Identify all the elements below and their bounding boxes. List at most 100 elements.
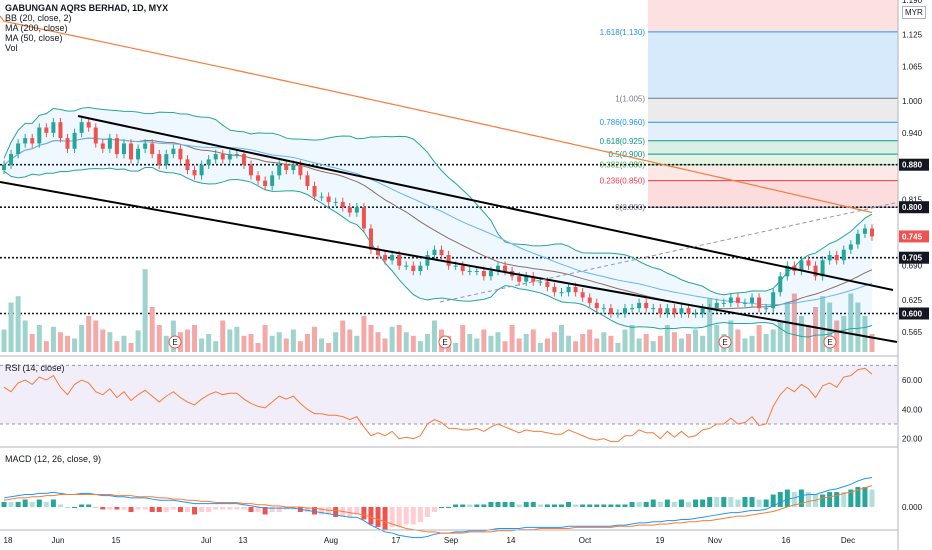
macd-histogram-bar xyxy=(834,492,840,507)
volume-bar xyxy=(142,269,148,352)
volume-bar xyxy=(121,335,127,352)
fib-zone xyxy=(648,0,898,32)
volume-bar xyxy=(678,338,684,352)
candle-body xyxy=(44,127,49,133)
volume-bar xyxy=(326,343,332,352)
candle-body xyxy=(234,154,239,156)
macd-histogram-bar xyxy=(29,502,35,507)
price-tag-box xyxy=(899,158,929,171)
volume-bar xyxy=(213,341,219,352)
macd-histogram-bar xyxy=(22,499,28,507)
rsi-tick-label: 20.00 xyxy=(902,435,923,444)
macd-histogram-bar xyxy=(608,504,614,507)
candle-body xyxy=(742,302,747,304)
macd-histogram-bar xyxy=(714,497,720,507)
fib-level-label: 0.618(0.925) xyxy=(600,137,646,146)
macd-histogram-bar xyxy=(403,507,409,525)
fib-level-label: 0.382(0.880) xyxy=(600,161,646,170)
macd-histogram-bar xyxy=(728,497,734,507)
candle-body xyxy=(827,255,832,261)
candle-body xyxy=(735,297,740,303)
candle-body xyxy=(248,164,253,176)
fibonacci-extension[interactable]: 1.618(1.130) 1(1.005) 0.786(0.960) 0.618(0.… xyxy=(600,0,898,212)
volume-bar xyxy=(841,316,847,352)
volume-bar xyxy=(686,334,692,352)
candle-body xyxy=(637,302,642,309)
candle-body xyxy=(517,276,522,282)
fib-zone xyxy=(648,180,898,208)
drawn-trendlines[interactable] xyxy=(0,115,898,343)
candle-body xyxy=(841,249,846,261)
macd-histogram-bar xyxy=(742,497,748,507)
candle-body xyxy=(495,265,500,271)
macd-histogram-bar xyxy=(206,507,212,512)
macd-histogram-bar xyxy=(312,507,318,515)
volume-bar xyxy=(375,332,381,352)
volume-bar xyxy=(805,325,811,352)
candle-body xyxy=(750,297,755,303)
candle-body xyxy=(453,265,458,267)
rsi-legend[interactable]: RSI (14, close) xyxy=(5,363,65,373)
volume-bar xyxy=(460,325,466,352)
macd-histogram-bar xyxy=(460,504,466,507)
volume-bar xyxy=(424,334,430,352)
volume-bar xyxy=(15,296,21,352)
macd-histogram-bar xyxy=(86,504,92,507)
volume-bar xyxy=(431,320,437,352)
candle-body xyxy=(460,265,465,271)
candle-body xyxy=(848,244,853,250)
indicator-ma50[interactable]: MA (50, close) xyxy=(5,33,63,43)
macd-histogram-bar xyxy=(474,504,480,507)
price-tick-label: 1.065 xyxy=(902,62,923,71)
macd-legend[interactable]: MACD (12, 26, close, 9) xyxy=(5,454,102,464)
macd-histogram-bar xyxy=(389,507,395,527)
candle-body xyxy=(30,138,35,144)
volume-bar xyxy=(700,335,706,352)
macd-histogram-bar xyxy=(841,492,847,507)
volume-bar xyxy=(777,320,783,352)
volume-bar xyxy=(671,332,677,352)
indicator-vol[interactable]: Vol xyxy=(5,43,18,53)
time-tick-label: Dec xyxy=(841,536,855,545)
macd-histogram-bar xyxy=(629,502,635,507)
candle-body xyxy=(284,164,289,171)
time-tick-label: Jul xyxy=(201,536,211,545)
volume-bar xyxy=(65,335,71,352)
macd-histogram-bar xyxy=(523,502,529,507)
macd-signal-line xyxy=(3,484,873,534)
macd-histogram-bar xyxy=(107,507,113,510)
volume-bar xyxy=(93,320,99,352)
candle-body xyxy=(79,122,84,133)
candle-body xyxy=(559,292,564,294)
volume-bar xyxy=(276,332,282,352)
time-tick-label: Oct xyxy=(579,536,592,545)
macd-histogram-bar xyxy=(65,507,71,508)
candle-body xyxy=(806,260,811,266)
volume-bar xyxy=(862,316,868,352)
volume-bar xyxy=(29,334,35,352)
macd-histogram-bar xyxy=(220,507,226,510)
volume-bar xyxy=(290,329,296,352)
indicator-ma200[interactable]: MA (200, close) xyxy=(5,23,68,33)
time-tick-label: 14 xyxy=(507,536,516,545)
symbol-title[interactable]: GABUNGAN AQRS BERHAD, 1D, MYX xyxy=(5,3,169,13)
volume-bar xyxy=(340,320,346,352)
macd-histogram-bar xyxy=(686,502,692,507)
candle-body xyxy=(199,164,204,176)
price-tag-label: 0.705 xyxy=(902,254,923,263)
candle-body xyxy=(439,249,444,256)
macd-histogram-bar xyxy=(354,507,360,515)
fib-zone xyxy=(648,164,898,181)
volume-bar xyxy=(86,316,92,352)
candle-body xyxy=(594,302,599,309)
indicator-bb[interactable]: BB (20, close, 2) xyxy=(5,13,72,23)
volume-bar xyxy=(558,325,564,352)
volume-bar xyxy=(396,325,402,352)
time-tick-label: Jun xyxy=(52,536,65,545)
time-tick-label: 16 xyxy=(782,536,791,545)
macd-histogram-bar xyxy=(566,502,572,507)
candle-body xyxy=(672,308,677,314)
volume-bar xyxy=(382,338,388,352)
candle-body xyxy=(404,265,409,267)
